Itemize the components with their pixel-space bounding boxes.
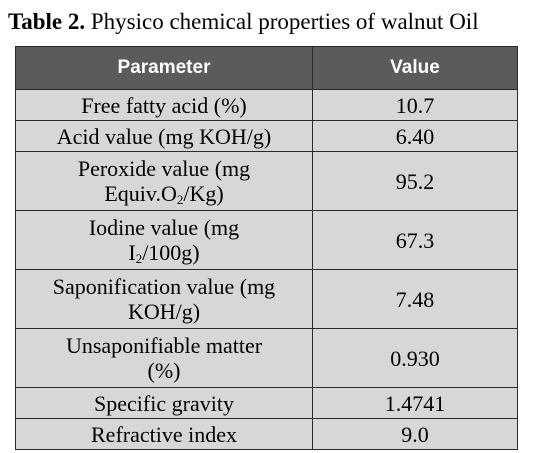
parameter-cell: Peroxide value (mg Equiv.O2/Kg): [15, 151, 313, 211]
table-caption: Table 2. Physico chemical properties of …: [8, 8, 479, 36]
caption-label: Table 2.: [8, 9, 86, 34]
parameter-subscript: 2: [135, 251, 143, 266]
table-row: Peroxide value (mg Equiv.O2/Kg) 95.2: [15, 151, 518, 211]
table-row: Free fatty acid (%) 10.7: [15, 89, 518, 121]
parameter-line-2: (%): [147, 358, 181, 383]
value-cell: 1.4741: [312, 387, 518, 419]
parameter-cell: Iodine value (mg I2/100g): [15, 210, 313, 270]
parameter-line-2-post: /100g): [142, 240, 200, 265]
value-cell: 9.0: [312, 418, 518, 450]
parameter-line-1: Unsaponifiable matter: [65, 333, 263, 358]
value-cell: 0.930: [312, 328, 518, 388]
header-row: Parameter Value: [15, 46, 518, 90]
parameter-line-2-pre: I: [128, 240, 136, 265]
parameter-line-2: KOH/g): [127, 299, 201, 324]
parameter-cell: Saponification value (mg KOH/g): [15, 269, 313, 329]
parameter-cell: Refractive index: [15, 418, 313, 450]
value-cell: 6.40: [312, 120, 518, 152]
parameter-line-2-post: /Kg): [183, 181, 224, 206]
header-value: Value: [312, 46, 518, 90]
parameter-line-1: Saponification value (mg: [52, 274, 276, 299]
parameter-line-1: Iodine value (mg: [88, 215, 240, 240]
parameter-cell: Acid value (mg KOH/g): [15, 120, 313, 152]
value-cell: 95.2: [312, 151, 518, 211]
parameter-cell: Free fatty acid (%): [15, 89, 313, 121]
value-cell: 67.3: [312, 210, 518, 270]
header-parameter: Parameter: [15, 46, 313, 90]
parameter-cell: Specific gravity: [15, 387, 313, 419]
value-cell: 10.7: [312, 89, 518, 121]
parameter-line-2-pre: Equiv.O: [104, 181, 177, 206]
parameter-subscript: 2: [176, 192, 184, 207]
parameter-cell: Unsaponifiable matter (%): [15, 328, 313, 388]
properties-table: Parameter Value Free fatty acid (%) 10.7…: [15, 46, 518, 450]
parameter-line-1: Peroxide value (mg: [77, 156, 251, 181]
table-row: Refractive index 9.0: [15, 418, 518, 450]
table-row: Acid value (mg KOH/g) 6.40: [15, 120, 518, 152]
table-row: Unsaponifiable matter (%) 0.930: [15, 328, 518, 388]
table-row: Saponification value (mg KOH/g) 7.48: [15, 269, 518, 329]
table-row: Specific gravity 1.4741: [15, 387, 518, 419]
table-row: Iodine value (mg I2/100g) 67.3: [15, 210, 518, 270]
caption-text: Physico chemical properties of walnut Oi…: [90, 9, 479, 34]
value-cell: 7.48: [312, 269, 518, 329]
